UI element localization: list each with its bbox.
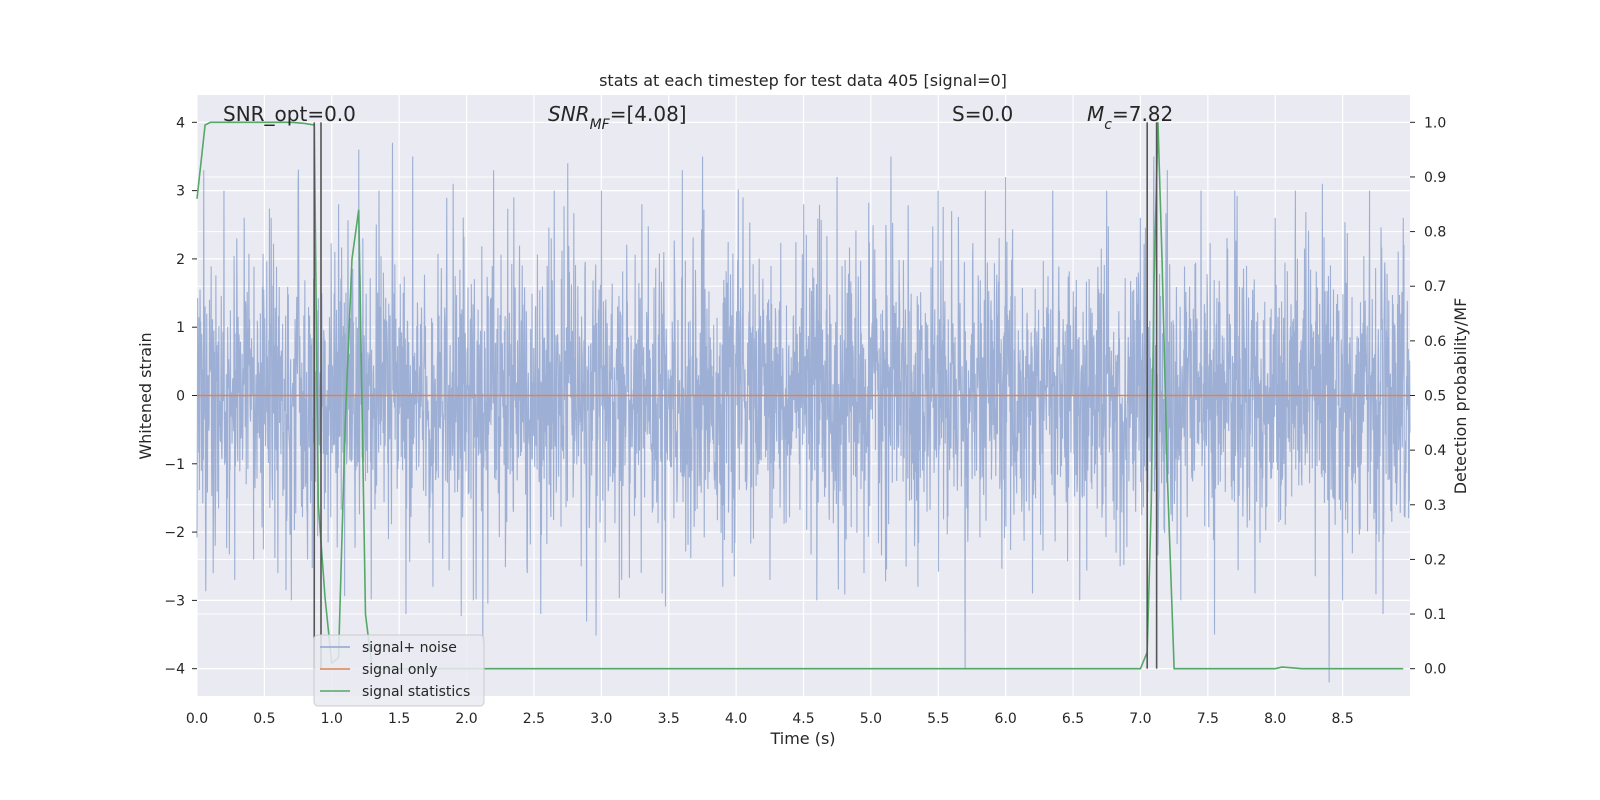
y-tick-label-right-3: 0.7 — [1424, 279, 1446, 295]
x-tick-label-8: 4.0 — [725, 711, 747, 727]
x-tick-label-12: 6.0 — [995, 711, 1017, 727]
noise-series — [196, 142, 1411, 683]
x-tick-label-0: 0.0 — [186, 711, 208, 727]
y-tick-label-right-10: 0.0 — [1424, 662, 1446, 678]
x-tick-label-17: 8.5 — [1331, 711, 1353, 727]
y-tick-label-left-3: 1 — [176, 320, 185, 336]
x-axis-label: Time (s) — [769, 729, 835, 748]
y-tick-label-left-5: −1 — [164, 457, 185, 473]
annotation-3: Mc=7.82 — [1087, 102, 1173, 133]
x-tick-label-3: 1.5 — [388, 711, 410, 727]
y-tick-label-right-4: 0.6 — [1424, 334, 1446, 350]
y-tick-label-left-1: 3 — [176, 184, 185, 200]
y-axis-label-right: Detection probability/MF — [1451, 298, 1470, 495]
annotation-2: S=0.0 — [952, 102, 1013, 126]
x-tick-label-2: 1.0 — [321, 711, 343, 727]
y-tick-label-left-8: −4 — [164, 662, 185, 678]
x-tick-label-10: 5.0 — [860, 711, 882, 727]
vertical-markers — [313, 122, 1158, 669]
annotations: SNR_opt=0.0 SNRMF=[4.08] S=0.0 Mc=7.82 — [223, 102, 1173, 133]
y-tick-label-right-6: 0.4 — [1424, 443, 1446, 459]
x-tick-label-9: 4.5 — [792, 711, 814, 727]
x-tick-label-13: 6.5 — [1062, 711, 1084, 727]
y-tick-label-right-2: 0.8 — [1424, 225, 1446, 241]
x-tick-label-6: 3.0 — [590, 711, 612, 727]
legend-label-signal-noise: signal+ noise — [362, 640, 457, 656]
x-tick-label-7: 3.5 — [658, 711, 680, 727]
y-tick-label-left-7: −3 — [164, 593, 185, 609]
y-axis-label-left: Whitened strain — [136, 332, 155, 459]
annotation-0: SNR_opt=0.0 — [223, 102, 356, 126]
x-tick-label-16: 8.0 — [1264, 711, 1286, 727]
legend: signal+ noise signal only signal statist… — [313, 634, 485, 707]
annotation-1: SNRMF=[4.08] — [548, 102, 687, 133]
series-signal-noise-line — [196, 142, 1411, 683]
y-tick-label-left-6: −2 — [164, 525, 185, 541]
y-tick-label-right-5: 0.5 — [1424, 389, 1446, 405]
y-tick-label-right-9: 0.1 — [1424, 607, 1446, 623]
x-tick-label-14: 7.0 — [1129, 711, 1151, 727]
y-tick-label-left-4: 0 — [176, 389, 185, 405]
y-tick-label-right-0: 1.0 — [1424, 115, 1446, 131]
x-tick-label-1: 0.5 — [253, 711, 275, 727]
legend-label-signal-statistics: signal statistics — [362, 684, 470, 700]
x-tick-label-4: 2.0 — [455, 711, 477, 727]
x-tick-label-11: 5.5 — [927, 711, 949, 727]
x-tick-label-15: 7.5 — [1197, 711, 1219, 727]
x-tick-label-5: 2.5 — [523, 711, 545, 727]
legend-box — [313, 634, 485, 707]
legend-label-signal-only: signal only — [362, 662, 437, 678]
y-tick-label-right-8: 0.2 — [1424, 552, 1446, 568]
tick-labels: 0.0 0.5 1.0 1.5 2.0 2.5 3.0 3.5 4.0 4.5 5.0 5.5 6.0 6… — [164, 115, 1446, 727]
y-tick-label-right-1: 0.9 — [1424, 170, 1446, 186]
y-tick-label-left-2: 2 — [176, 252, 185, 268]
y-tick-label-right-7: 0.3 — [1424, 498, 1446, 514]
chart-title: stats at each timestep for test data 405… — [599, 71, 1007, 90]
y-tick-label-left-0: 4 — [176, 115, 185, 131]
